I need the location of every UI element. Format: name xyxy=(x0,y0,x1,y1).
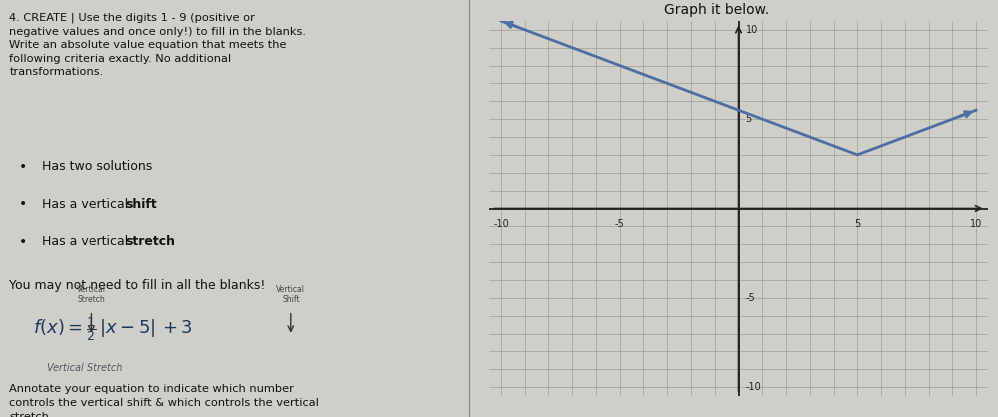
Text: Vertical
Shift: Vertical Shift xyxy=(276,285,305,304)
Text: •: • xyxy=(19,160,27,174)
Text: You may not need to fill in all the blanks!: You may not need to fill in all the blan… xyxy=(9,279,265,292)
Text: 10: 10 xyxy=(746,25,757,35)
Text: Vertical Stretch: Vertical Stretch xyxy=(47,363,123,373)
Text: Annotate your equation to indicate which number
controls the vertical shift & wh: Annotate your equation to indicate which… xyxy=(9,384,319,417)
Text: Vertical
Stretch: Vertical Stretch xyxy=(77,285,106,304)
Text: Has two solutions: Has two solutions xyxy=(42,160,153,173)
Text: Has a vertical: Has a vertical xyxy=(42,198,133,211)
Text: •: • xyxy=(19,197,27,211)
Text: -5: -5 xyxy=(615,219,625,229)
Text: Has a vertical: Has a vertical xyxy=(42,235,133,249)
Text: 4. CREATE | Use the digits 1 - 9 (positive or
negative values and once only!) to: 4. CREATE | Use the digits 1 - 9 (positi… xyxy=(9,13,306,78)
Text: stretch: stretch xyxy=(126,235,176,249)
Text: Graph it below.: Graph it below. xyxy=(664,3,768,17)
Text: •: • xyxy=(19,235,27,249)
Text: -5: -5 xyxy=(746,293,755,303)
Text: $f(x) = \frac{1}{2}\,|x - 5|\, + 3$: $f(x) = \frac{1}{2}\,|x - 5|\, + 3$ xyxy=(33,316,193,343)
Text: shift: shift xyxy=(126,198,158,211)
Text: -10: -10 xyxy=(493,219,509,229)
Text: -10: -10 xyxy=(746,382,761,392)
Text: 5: 5 xyxy=(854,219,860,229)
Text: 10: 10 xyxy=(970,219,982,229)
Text: 5: 5 xyxy=(746,114,751,124)
